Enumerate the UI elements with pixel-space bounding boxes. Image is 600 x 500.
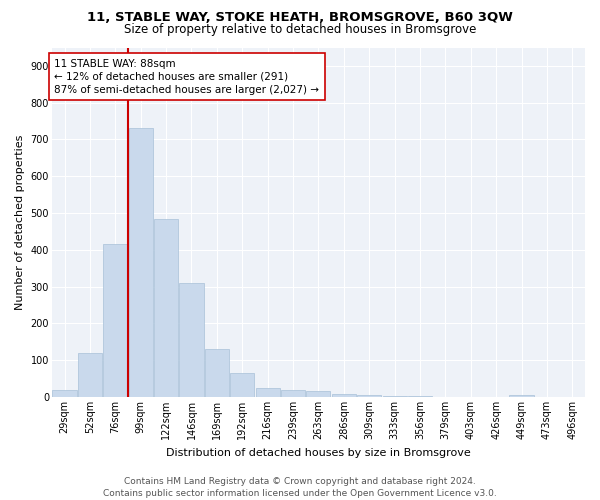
Bar [179,283,203,397]
Bar [205,349,229,397]
Text: 11 STABLE WAY: 88sqm
← 12% of detached houses are smaller (291)
87% of semi-deta: 11 STABLE WAY: 88sqm ← 12% of detached h… [55,58,319,95]
Text: Contains HM Land Registry data © Crown copyright and database right 2024.
Contai: Contains HM Land Registry data © Crown c… [103,476,497,498]
Bar [78,353,102,397]
Bar [230,373,254,397]
Bar [408,396,432,397]
Bar [357,395,381,397]
Bar [281,390,305,397]
Y-axis label: Number of detached properties: Number of detached properties [15,134,25,310]
Bar [154,218,178,397]
Bar [383,396,407,397]
Bar [307,392,331,397]
Text: 11, STABLE WAY, STOKE HEATH, BROMSGROVE, B60 3QW: 11, STABLE WAY, STOKE HEATH, BROMSGROVE,… [87,11,513,24]
Bar [52,390,77,397]
Bar [103,244,127,397]
Bar [256,388,280,397]
Bar [509,395,533,397]
X-axis label: Distribution of detached houses by size in Bromsgrove: Distribution of detached houses by size … [166,448,471,458]
Bar [128,128,153,397]
Bar [332,394,356,397]
Text: Size of property relative to detached houses in Bromsgrove: Size of property relative to detached ho… [124,22,476,36]
